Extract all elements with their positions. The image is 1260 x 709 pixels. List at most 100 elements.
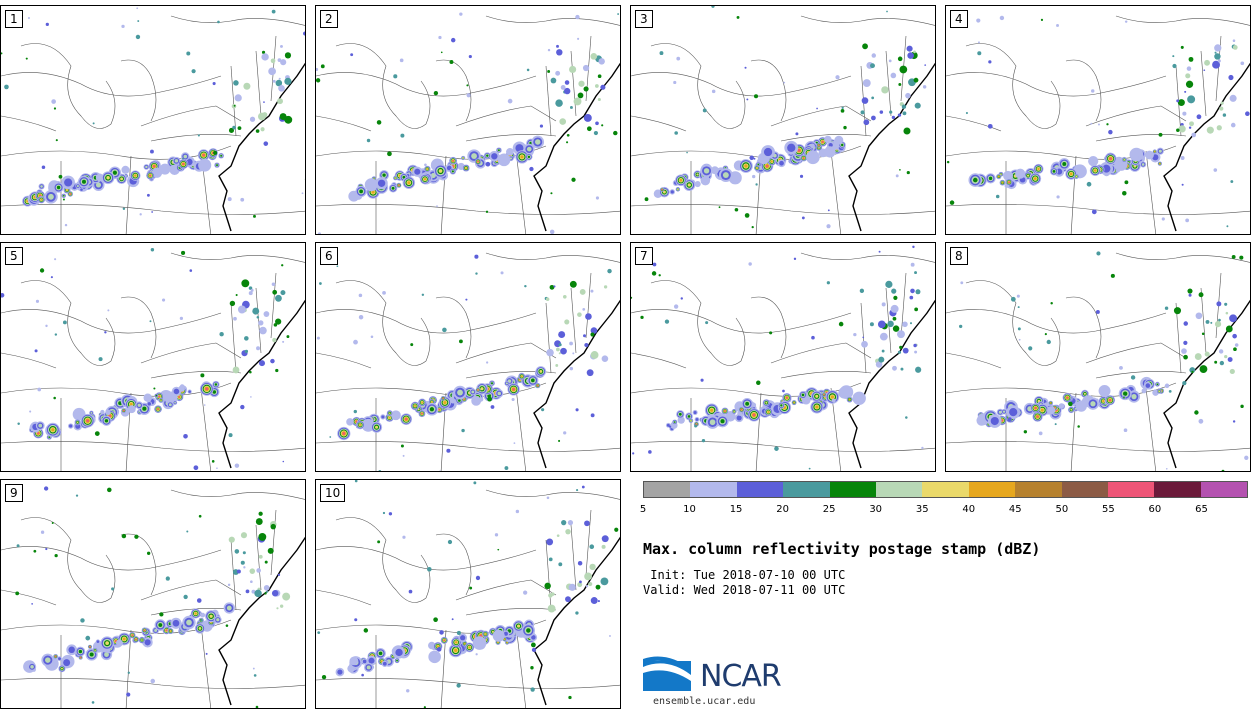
reflectivity-cell bbox=[703, 168, 710, 174]
reflectivity-cell bbox=[1232, 333, 1237, 339]
reflectivity-cell bbox=[304, 178, 305, 180]
reflectivity-cell bbox=[700, 175, 711, 186]
reflectivity-cell bbox=[427, 567, 432, 572]
boundary-line bbox=[455, 105, 557, 127]
reflectivity-cell bbox=[145, 165, 148, 169]
reflectivity-cell bbox=[399, 58, 404, 63]
reflectivity-cell bbox=[590, 413, 595, 418]
reflectivity-cell bbox=[1008, 181, 1010, 184]
reflectivity-cell bbox=[511, 397, 515, 402]
reflectivity-cell bbox=[687, 415, 691, 418]
boundary-line bbox=[800, 15, 935, 26]
boundary-line bbox=[120, 296, 157, 359]
reflectivity-cell bbox=[734, 207, 739, 212]
member-number-label: 1 bbox=[5, 10, 23, 28]
reflectivity-cell bbox=[811, 335, 815, 340]
boundary-line bbox=[545, 302, 552, 374]
colorbar-tick-label: 10 bbox=[683, 504, 696, 515]
reflectivity-cell bbox=[487, 396, 492, 402]
ncar-logo-text: NCAR bbox=[700, 659, 782, 694]
reflectivity-cell bbox=[94, 431, 100, 436]
reflectivity-cell bbox=[754, 94, 759, 99]
reflectivity-cell bbox=[998, 410, 1002, 414]
reflectivity-cell bbox=[1096, 251, 1101, 256]
reflectivity-cell bbox=[569, 280, 577, 288]
reflectivity-cell bbox=[547, 48, 551, 52]
reflectivity-cell bbox=[1052, 170, 1056, 173]
reflectivity-cell bbox=[700, 378, 704, 382]
boundary-line bbox=[255, 50, 262, 117]
reflectivity-cell bbox=[595, 584, 601, 590]
reflectivity-cell bbox=[244, 349, 249, 354]
reflectivity-cell bbox=[1017, 327, 1021, 331]
reflectivity-cell bbox=[907, 52, 914, 59]
reflectivity-cell bbox=[104, 419, 109, 423]
reflectivity-cell bbox=[342, 432, 346, 435]
reflectivity-cell bbox=[1108, 399, 1112, 402]
reflectivity-cell bbox=[497, 548, 500, 551]
reflectivity-cell bbox=[871, 115, 876, 121]
reflectivity-cell bbox=[276, 607, 279, 610]
reflectivity-cell bbox=[460, 635, 466, 641]
reflectivity-cell bbox=[674, 131, 678, 135]
reflectivity-cell bbox=[1119, 365, 1123, 370]
reflectivity-cell bbox=[469, 586, 473, 590]
reflectivity-cell bbox=[122, 409, 125, 412]
reflectivity-cell bbox=[378, 469, 382, 471]
reflectivity-cell bbox=[1214, 320, 1222, 328]
reflectivity-cell bbox=[329, 436, 332, 438]
reflectivity-cell bbox=[1070, 408, 1073, 411]
reflectivity-cell bbox=[282, 340, 285, 343]
reflectivity-cell bbox=[497, 641, 499, 644]
reflectivity-cell bbox=[564, 80, 570, 85]
boundary-line bbox=[200, 387, 212, 471]
reflectivity-cell bbox=[186, 51, 191, 56]
reflectivity-cell bbox=[913, 50, 916, 54]
reflectivity-cell bbox=[497, 391, 501, 396]
reflectivity-cell bbox=[555, 99, 563, 107]
reflectivity-map bbox=[316, 12, 620, 234]
figure-title: Max. column reflectivity postage stamp (… bbox=[643, 540, 1041, 558]
reflectivity-cell bbox=[1110, 273, 1115, 278]
reflectivity-cell bbox=[802, 157, 805, 159]
reflectivity-cell bbox=[783, 81, 786, 84]
reflectivity-cell bbox=[603, 285, 608, 289]
boundary-line bbox=[1145, 387, 1157, 471]
reflectivity-cell bbox=[949, 200, 955, 205]
boundary-line bbox=[435, 296, 472, 359]
boundary-line bbox=[1, 382, 232, 397]
reflectivity-cell bbox=[362, 659, 367, 664]
reflectivity-cell bbox=[258, 554, 263, 559]
reflectivity-cell bbox=[1187, 95, 1196, 104]
reflectivity-cell bbox=[433, 90, 439, 96]
boundary-line bbox=[230, 65, 237, 137]
reflectivity-cell bbox=[447, 539, 453, 545]
boundary-line bbox=[465, 608, 557, 616]
reflectivity-cell bbox=[69, 193, 72, 195]
reflectivity-cell bbox=[79, 656, 82, 659]
reflectivity-cell bbox=[527, 155, 531, 159]
reflectivity-cell bbox=[1017, 306, 1020, 309]
reflectivity-cell bbox=[1077, 425, 1080, 428]
reflectivity-cell bbox=[456, 683, 461, 688]
reflectivity-cell bbox=[40, 198, 43, 201]
reflectivity-cell bbox=[364, 178, 378, 192]
colorbar-swatch bbox=[690, 482, 737, 497]
reflectivity-cell bbox=[1232, 39, 1236, 42]
reflectivity-cell bbox=[586, 126, 592, 132]
reflectivity-cell bbox=[547, 70, 551, 73]
member-number-label: 2 bbox=[320, 10, 338, 28]
boundary-line bbox=[125, 629, 132, 708]
reflectivity-cell bbox=[250, 396, 252, 398]
reflectivity-cell bbox=[1229, 94, 1237, 102]
reflectivity-cell bbox=[62, 320, 67, 325]
reflectivity-cell bbox=[870, 63, 875, 69]
boundary-line bbox=[1, 204, 305, 215]
reflectivity-cell bbox=[75, 494, 79, 497]
reflectivity-cell bbox=[272, 79, 276, 83]
reflectivity-cell bbox=[1229, 368, 1235, 375]
boundary-line bbox=[515, 150, 527, 234]
reflectivity-cell bbox=[1090, 401, 1096, 407]
reflectivity-cell bbox=[263, 311, 270, 317]
reflectivity-cell bbox=[1066, 396, 1069, 399]
